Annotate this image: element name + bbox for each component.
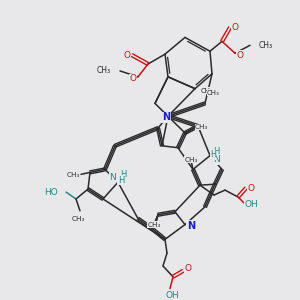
Text: N: N [187,220,195,231]
Text: CH₃: CH₃ [259,41,273,50]
Text: O: O [232,23,238,32]
Text: H: H [120,170,126,179]
Text: O: O [130,74,136,83]
Text: O: O [124,51,130,60]
Text: CH₃: CH₃ [97,66,111,75]
Text: N: N [110,173,116,182]
Text: N: N [213,155,219,164]
Text: O: O [184,264,191,273]
Text: CH₃: CH₃ [147,222,161,228]
Text: CH₃: CH₃ [71,216,85,222]
Text: OH: OH [165,291,179,300]
Text: O: O [248,184,254,193]
Text: CH₃: CH₃ [67,172,80,178]
Text: CH₃: CH₃ [195,124,208,130]
Text: HO: HO [44,188,58,196]
Text: H: H [118,176,124,185]
Text: CH₃: CH₃ [201,88,213,94]
Text: H: H [210,150,216,159]
Text: OH: OH [244,200,258,209]
Text: O: O [236,51,244,60]
Text: H: H [213,147,219,156]
Text: CH₃: CH₃ [207,90,220,96]
Text: N: N [162,112,170,122]
Text: CH₃: CH₃ [184,157,198,163]
